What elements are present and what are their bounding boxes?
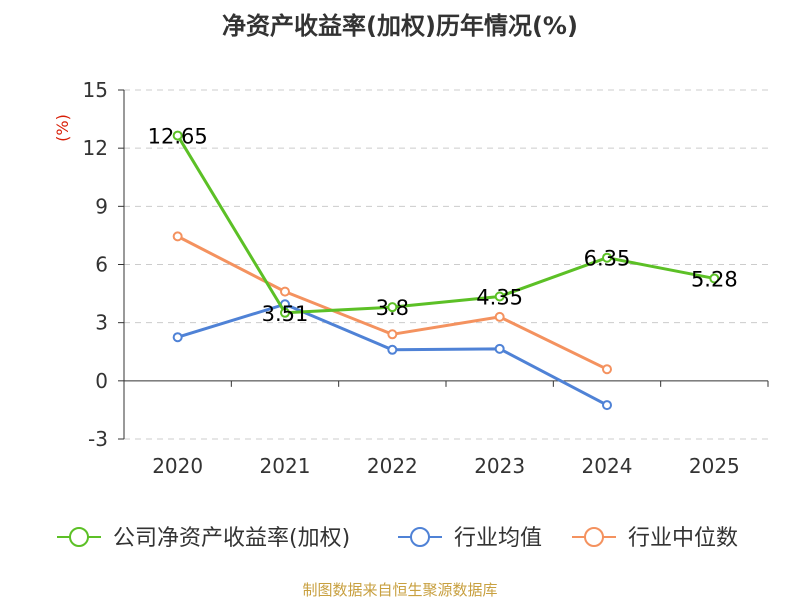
y-tick-label: 3 — [95, 311, 108, 335]
y-tick-label: 15 — [83, 78, 108, 102]
legend-swatch-marker — [410, 527, 430, 547]
data-point — [280, 286, 290, 297]
data-label: 3.8 — [376, 296, 409, 320]
legend-swatch-marker — [584, 527, 604, 547]
data-point — [602, 400, 612, 411]
data-point — [709, 273, 720, 284]
data-point — [172, 130, 183, 141]
data-point — [602, 252, 612, 263]
x-tick-label: 2021 — [260, 454, 311, 478]
data-label: 4.35 — [476, 285, 523, 309]
data-point — [387, 302, 398, 313]
y-tick-label: 0 — [95, 369, 108, 393]
data-point — [280, 307, 290, 318]
data-label: 6.35 — [584, 247, 631, 271]
chart-title: 净资产收益率(加权)历年情况(%) — [222, 12, 578, 40]
x-tick-label: 2025 — [689, 454, 740, 478]
data-label: 3.51 — [262, 302, 309, 326]
data-point — [494, 291, 505, 302]
data-label: 5.28 — [691, 267, 738, 291]
y-tick-label: 12 — [83, 136, 108, 160]
x-tick-label: 2022 — [367, 454, 418, 478]
x-tick-label: 2023 — [474, 454, 525, 478]
data-point — [387, 329, 398, 340]
data-point — [494, 311, 505, 322]
legend-item-label: 行业均值 — [454, 526, 542, 551]
x-tick-label: 2024 — [582, 454, 633, 478]
y-axis-unit-label: (%) — [53, 114, 72, 142]
legend-item-label: 公司净资产收益率(加权) — [113, 526, 350, 551]
data-point — [602, 364, 612, 375]
data-point — [172, 231, 183, 242]
series-line — [176, 134, 715, 315]
x-tick-label: 2020 — [152, 454, 203, 478]
data-label: 12.65 — [148, 125, 208, 149]
y-tick-label: 9 — [95, 194, 108, 218]
data-point — [494, 343, 505, 354]
data-point — [172, 332, 183, 343]
data-point — [387, 344, 398, 355]
data-source-footer: 制图数据来自恒生聚源数据库 — [302, 581, 498, 599]
y-tick-label: 6 — [95, 253, 108, 277]
legend-item-label: 行业中位数 — [628, 526, 738, 551]
y-tick-label: -3 — [88, 427, 108, 451]
legend-swatch-marker — [69, 527, 89, 547]
